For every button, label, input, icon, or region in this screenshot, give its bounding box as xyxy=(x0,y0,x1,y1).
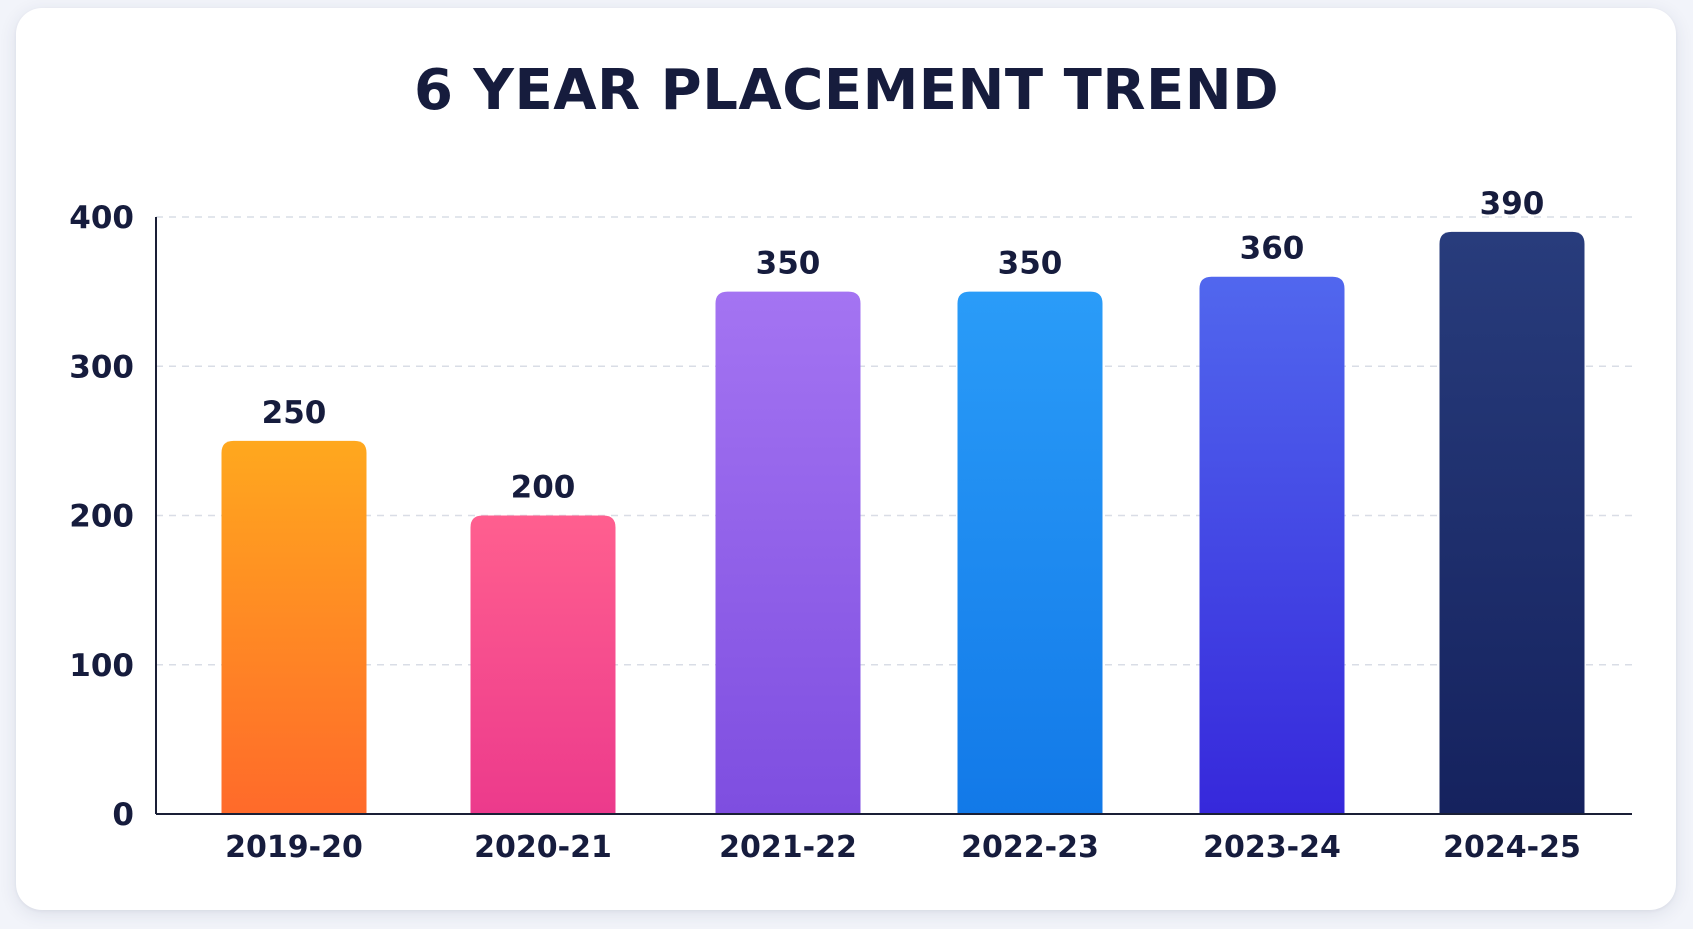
bar-2021-22 xyxy=(715,291,861,814)
data-label-2023-24: 360 xyxy=(1240,231,1305,267)
bar-2022-23 xyxy=(957,291,1103,814)
axes xyxy=(155,217,1632,815)
gridlines xyxy=(156,216,1632,666)
data-labels: 250 200 350 350 360 390 xyxy=(262,186,1545,506)
bar-2020-21 xyxy=(470,515,616,814)
y-tick-label: 0 xyxy=(112,797,134,833)
bar-2024-25 xyxy=(1439,231,1585,815)
y-tick-label: 400 xyxy=(69,200,134,236)
x-tick-label: 2020-21 xyxy=(474,830,612,865)
y-tick-label: 100 xyxy=(69,648,134,684)
data-label-2020-21: 200 xyxy=(511,470,576,506)
y-tick-label: 200 xyxy=(69,499,134,535)
data-label-2022-23: 350 xyxy=(998,246,1063,282)
data-label-2021-22: 350 xyxy=(756,246,821,282)
x-axis-ticks: 2019-20 2020-21 2021-22 2022-23 2023-24 2024-… xyxy=(225,830,1581,865)
bar-2023-24 xyxy=(1199,276,1345,814)
y-axis-ticks: 0 100 200 300 400 xyxy=(69,200,134,833)
x-tick-label: 2024-25 xyxy=(1443,830,1581,865)
x-tick-label: 2022-23 xyxy=(961,830,1099,865)
x-tick-label: 2023-24 xyxy=(1203,830,1341,865)
x-tick-label: 2019-20 xyxy=(225,830,363,865)
x-tick-label: 2021-22 xyxy=(719,830,857,865)
y-tick-label: 300 xyxy=(69,349,134,385)
bar-2019-20 xyxy=(221,440,367,814)
bars xyxy=(221,231,1585,815)
data-label-2019-20: 250 xyxy=(262,395,327,431)
chart-title: 6 YEAR PLACEMENT TREND xyxy=(413,58,1280,123)
data-label-2024-25: 390 xyxy=(1480,186,1545,222)
